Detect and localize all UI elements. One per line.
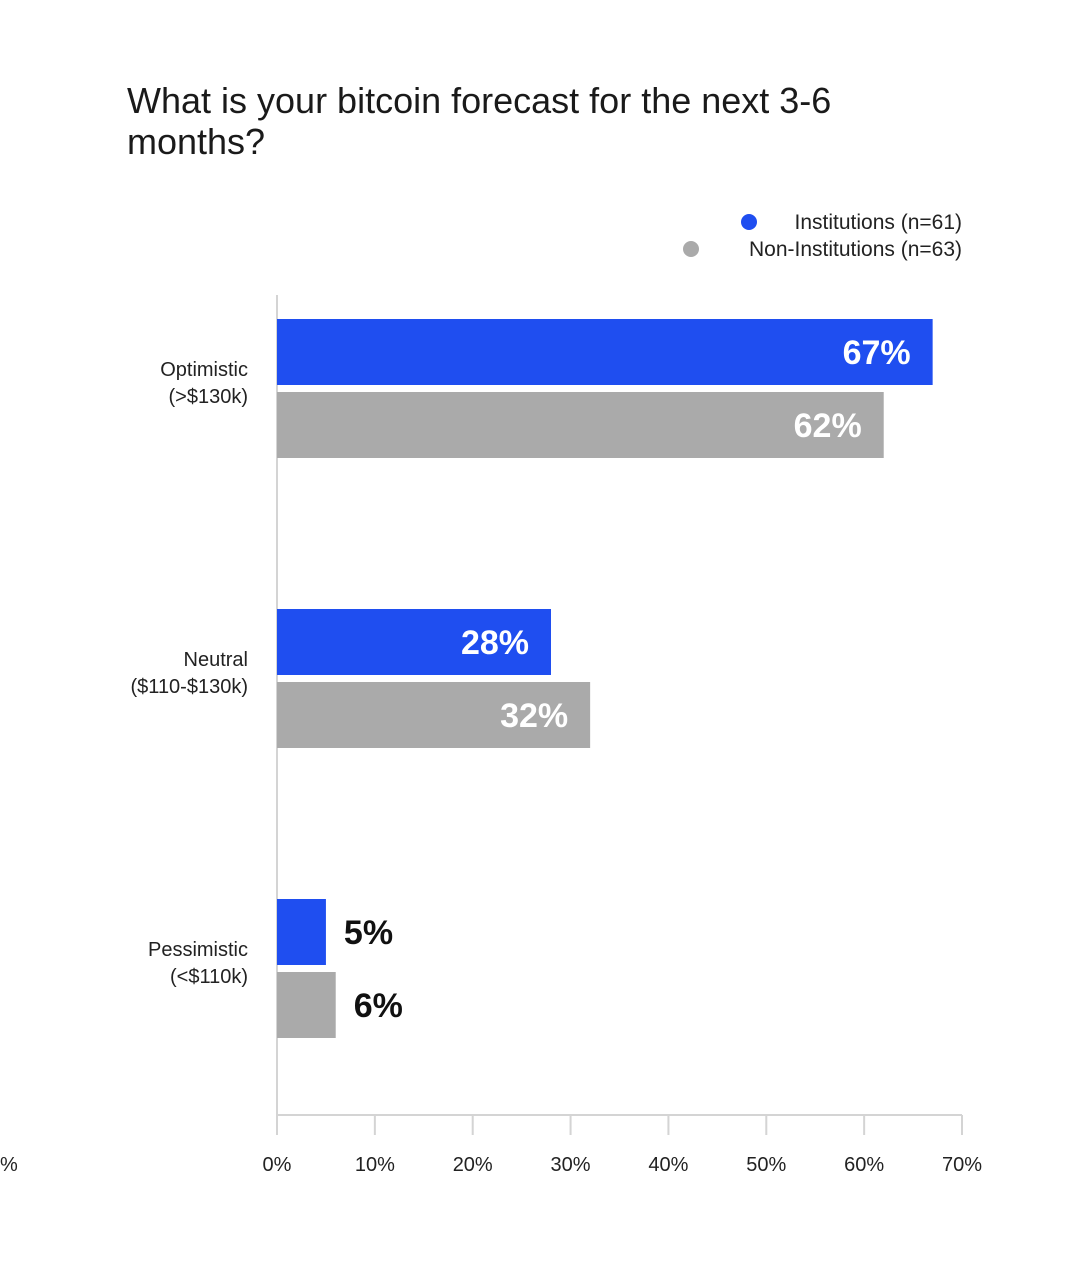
x-tick-label: 70% xyxy=(942,1154,982,1176)
x-tick-label: 0% xyxy=(263,1154,292,1176)
data-label: 32% xyxy=(500,697,568,735)
legend-label: Institutions (n=61) xyxy=(794,211,962,234)
chart-title: What is your bitcoin forecast for the ne… xyxy=(127,80,832,162)
data-label: 67% xyxy=(843,334,911,372)
category-label: Neutral xyxy=(184,649,248,671)
x-tick-label: 30% xyxy=(551,1154,591,1176)
category-sublabel: (>$130k) xyxy=(169,386,249,408)
bar xyxy=(277,609,551,675)
data-label: 6% xyxy=(354,987,403,1025)
category-label: Pessimistic xyxy=(148,939,248,961)
x-tick-label: 60% xyxy=(844,1154,884,1176)
bar xyxy=(277,319,933,385)
category-sublabel: ($110-$130k) xyxy=(131,676,248,698)
x-tick-label: 50% xyxy=(746,1154,786,1176)
category-sublabel: (<$110k) xyxy=(170,966,248,988)
legend-label: Non-Institutions (n=63) xyxy=(749,238,962,261)
data-label: 28% xyxy=(461,624,529,662)
bar xyxy=(277,972,336,1038)
bar xyxy=(277,392,884,458)
stray-tick-label: % xyxy=(0,1154,18,1176)
bar xyxy=(277,899,326,965)
bar xyxy=(277,682,591,748)
data-label: 5% xyxy=(344,914,393,952)
x-tick-label: 10% xyxy=(355,1154,395,1176)
legend-marker xyxy=(683,241,699,257)
legend-marker xyxy=(741,214,757,230)
x-tick-label: 40% xyxy=(648,1154,688,1176)
data-label: 62% xyxy=(794,407,862,445)
category-label: Optimistic xyxy=(160,359,248,381)
x-tick-label: 20% xyxy=(453,1154,493,1176)
